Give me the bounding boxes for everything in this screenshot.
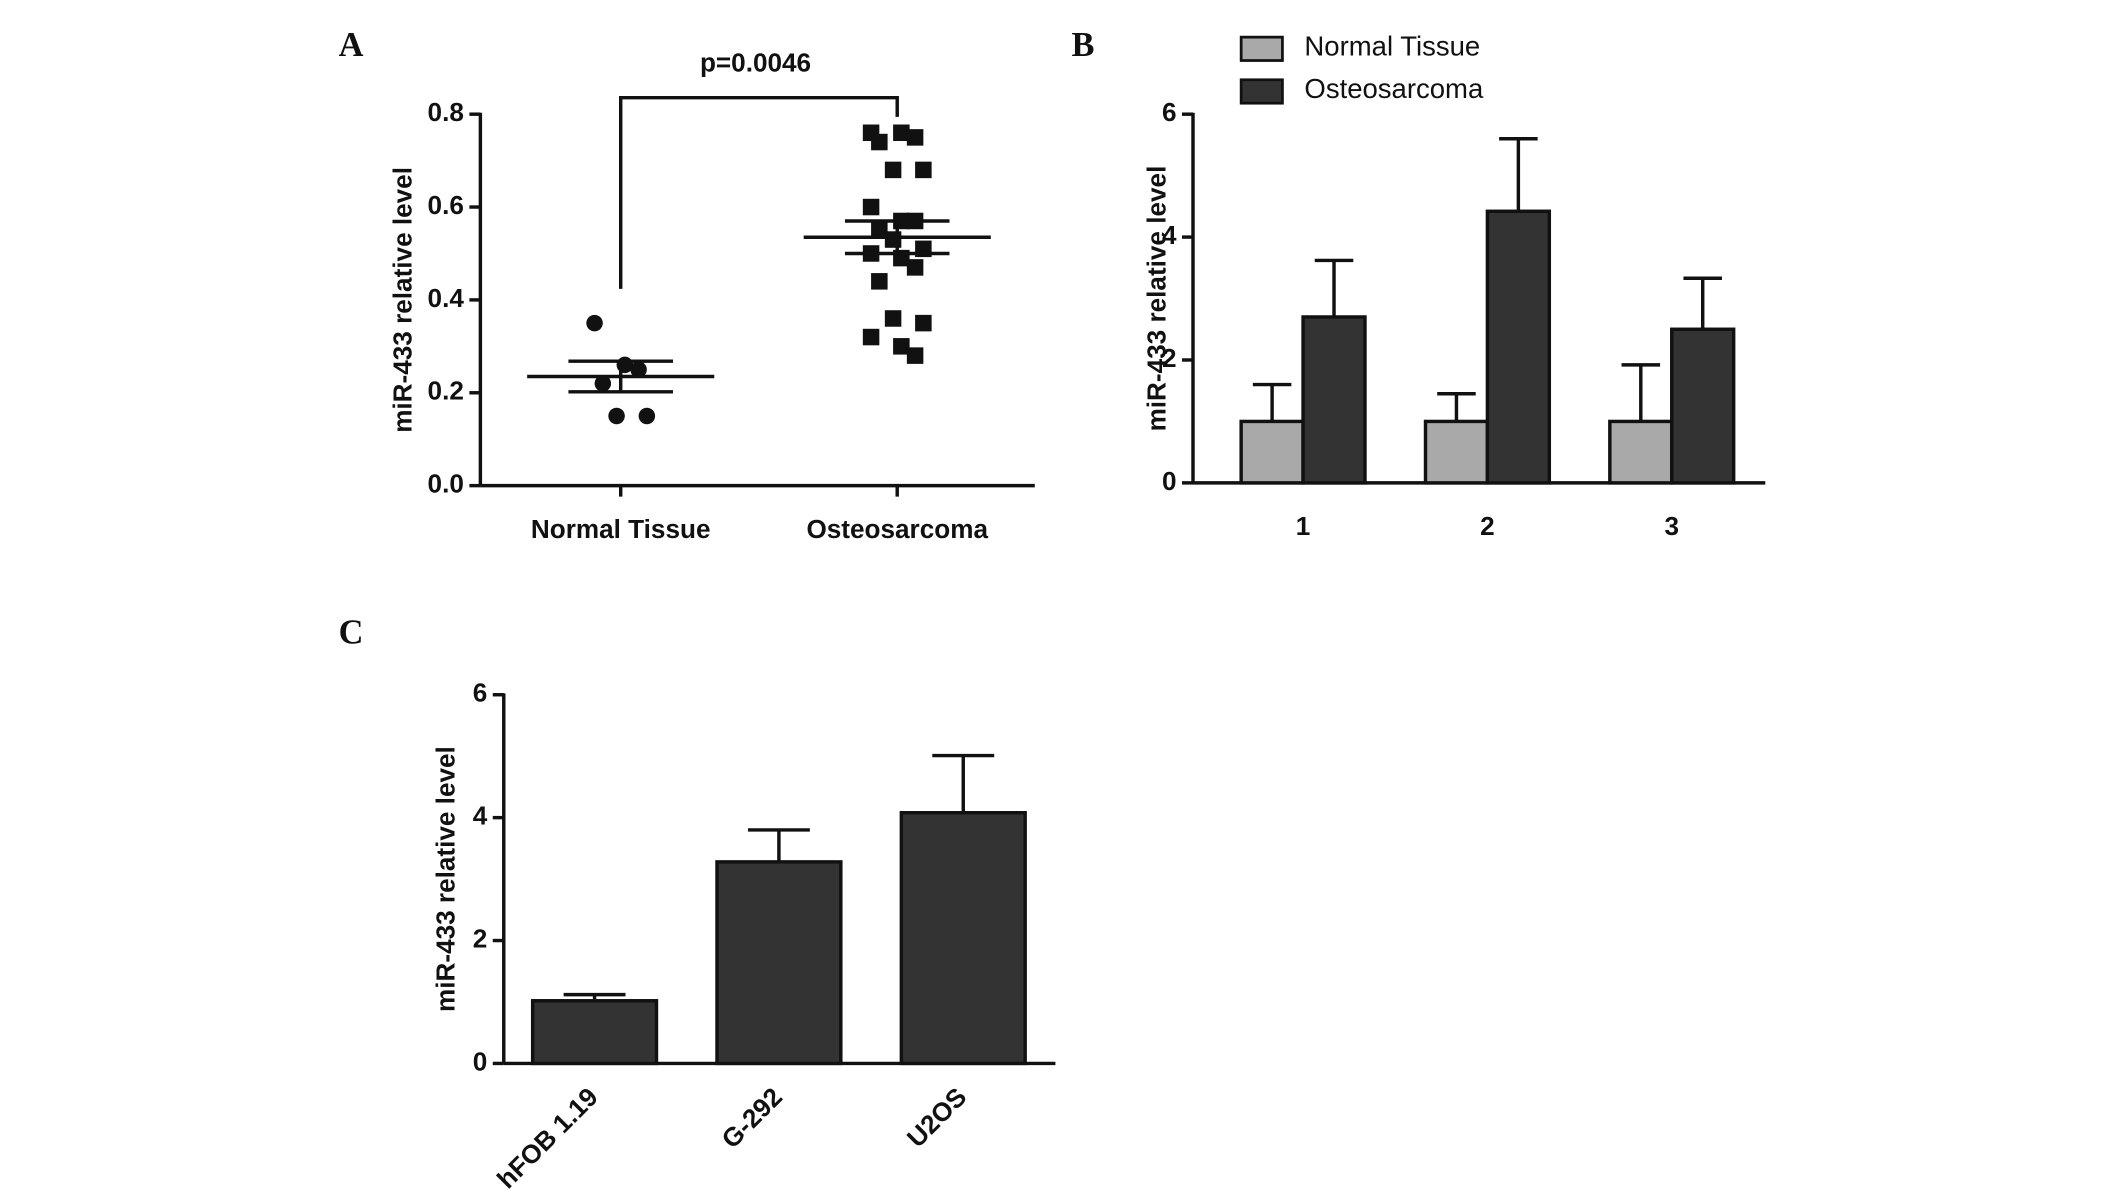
data-point (906, 259, 924, 276)
legend-label: Osteosarcoma (1304, 73, 1484, 104)
bar (1301, 315, 1367, 485)
y-tick-label: 0.2 (428, 376, 464, 406)
y-tick-label: 0.4 (428, 283, 465, 313)
y-tick-label: 6 (1162, 97, 1177, 127)
data-point (862, 328, 880, 346)
x-tick-label: 3 (1664, 511, 1679, 541)
legend-swatch (1239, 35, 1284, 62)
panel-label: C (339, 613, 364, 651)
data-point (915, 161, 932, 179)
data-point (608, 407, 625, 425)
error-bar (1314, 258, 1354, 317)
bar (1608, 419, 1674, 485)
error-bar (1683, 276, 1722, 330)
y-axis-label: miR-433 relative level (388, 167, 418, 433)
x-tick-label: U2OS (901, 1082, 973, 1154)
data-point (871, 133, 888, 151)
error-bar (747, 828, 810, 862)
data-point (893, 124, 910, 142)
error-bar (568, 359, 673, 394)
bar (899, 811, 1027, 1066)
x-tick-label: G-292 (715, 1082, 788, 1155)
y-tick-label: 0 (1162, 466, 1177, 496)
error-bar (932, 753, 995, 813)
bar (530, 999, 659, 1066)
data-point (871, 273, 888, 290)
data-point (586, 314, 603, 332)
y-tick-label: 2 (473, 923, 488, 953)
bar (1239, 419, 1305, 485)
bar (1670, 327, 1736, 485)
error-bar (1499, 137, 1538, 212)
data-point (871, 222, 888, 239)
x-tick-label: 1 (1296, 511, 1311, 541)
x-tick-label: 2 (1480, 511, 1495, 541)
y-tick-label: 2 (1162, 343, 1177, 373)
data-point (884, 310, 902, 327)
data-point (893, 338, 910, 355)
bar (1485, 209, 1552, 485)
panel-label: B (1071, 26, 1094, 64)
panel-label: A (339, 26, 364, 64)
data-point (884, 161, 902, 179)
y-tick-label: 0.0 (428, 469, 464, 499)
data-point (906, 129, 924, 146)
x-tick-label: Normal Tissue (531, 514, 711, 544)
annotation: p=0.0046 (700, 48, 811, 78)
x-tick-label: Osteosarcoma (806, 514, 988, 544)
bar (1423, 419, 1490, 485)
y-tick-label: 0 (473, 1046, 488, 1076)
y-tick-label: 4 (473, 801, 488, 831)
error-bar (1252, 382, 1292, 422)
y-axis-label: miR-433 relative level (1142, 166, 1172, 432)
data-point (862, 198, 880, 216)
significance-bracket (618, 95, 899, 289)
y-axis-label: miR-433 relative level (430, 746, 460, 1012)
legend-swatch (1239, 78, 1284, 105)
error-bar (844, 219, 950, 256)
bar (715, 860, 843, 1066)
data-point (630, 361, 647, 378)
y-tick-label: 0.8 (428, 97, 464, 127)
y-tick-label: 4 (1162, 220, 1177, 250)
x-tick-label: hFOB 1.19 (491, 1082, 604, 1190)
legend-label: Normal Tissue (1304, 30, 1480, 61)
data-point (906, 347, 924, 364)
data-point (915, 314, 932, 332)
error-bar (1437, 392, 1476, 422)
y-tick-label: 0.6 (428, 190, 464, 220)
data-point (638, 407, 656, 425)
data-point (594, 375, 612, 392)
y-tick-label: 6 (473, 678, 488, 708)
error-bar (1621, 363, 1661, 422)
